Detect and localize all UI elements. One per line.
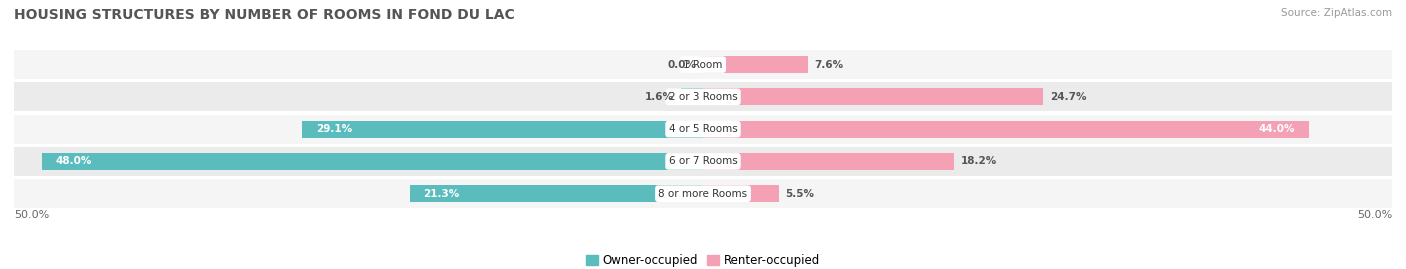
Bar bbox=[14, 82, 1392, 111]
Bar bbox=[681, 89, 703, 105]
Text: 1.6%: 1.6% bbox=[645, 92, 673, 102]
Legend: Owner-occupied, Renter-occupied: Owner-occupied, Renter-occupied bbox=[581, 249, 825, 269]
Bar bbox=[703, 56, 807, 73]
Text: 50.0%: 50.0% bbox=[14, 210, 49, 221]
Bar bbox=[703, 89, 1043, 105]
Text: 4 or 5 Rooms: 4 or 5 Rooms bbox=[669, 124, 737, 134]
Bar bbox=[703, 121, 1309, 137]
Bar bbox=[14, 115, 1392, 144]
Bar bbox=[14, 179, 1392, 208]
Bar bbox=[42, 153, 703, 170]
Text: 1 Room: 1 Room bbox=[683, 59, 723, 70]
Text: 48.0%: 48.0% bbox=[55, 156, 91, 167]
Text: 5.5%: 5.5% bbox=[786, 189, 814, 199]
Text: 44.0%: 44.0% bbox=[1258, 124, 1295, 134]
Text: 0.0%: 0.0% bbox=[666, 59, 696, 70]
Bar bbox=[703, 153, 953, 170]
Text: 7.6%: 7.6% bbox=[814, 59, 844, 70]
Text: 8 or more Rooms: 8 or more Rooms bbox=[658, 189, 748, 199]
Bar bbox=[302, 121, 703, 137]
Text: 24.7%: 24.7% bbox=[1050, 92, 1087, 102]
Text: 6 or 7 Rooms: 6 or 7 Rooms bbox=[669, 156, 737, 167]
Text: 50.0%: 50.0% bbox=[1357, 210, 1392, 221]
Bar bbox=[14, 147, 1392, 176]
Text: 21.3%: 21.3% bbox=[423, 189, 460, 199]
Text: 2 or 3 Rooms: 2 or 3 Rooms bbox=[669, 92, 737, 102]
Text: 29.1%: 29.1% bbox=[316, 124, 352, 134]
Text: HOUSING STRUCTURES BY NUMBER OF ROOMS IN FOND DU LAC: HOUSING STRUCTURES BY NUMBER OF ROOMS IN… bbox=[14, 8, 515, 22]
Text: Source: ZipAtlas.com: Source: ZipAtlas.com bbox=[1281, 8, 1392, 18]
Bar bbox=[14, 50, 1392, 79]
Bar bbox=[409, 185, 703, 202]
Bar bbox=[703, 185, 779, 202]
Text: 18.2%: 18.2% bbox=[960, 156, 997, 167]
